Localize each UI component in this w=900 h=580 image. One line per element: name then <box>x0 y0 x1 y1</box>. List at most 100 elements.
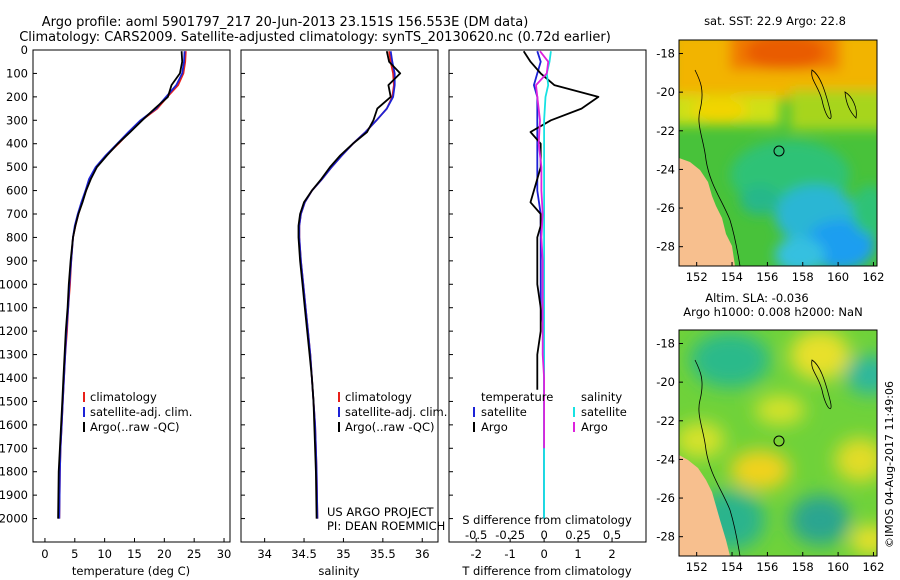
salinity-panel <box>240 49 439 543</box>
temperature-tick-label: 15 <box>127 547 142 561</box>
credit-text: ©IMOS 04-Aug-2017 11:49:06 <box>883 381 896 548</box>
pi-annotation: PI: DEAN ROEMMICH <box>327 519 445 533</box>
temperature-tick-label: 20 <box>157 547 172 561</box>
difference-tick-label: 0 <box>540 547 547 561</box>
map-ytick-label: -24 <box>656 452 675 466</box>
depth-tick-label: 1900 <box>0 488 28 502</box>
depth-tick-label: 1100 <box>0 301 28 315</box>
map-xtick-label: 152 <box>686 270 708 284</box>
depth-tick-label: 300 <box>6 113 28 127</box>
depth-tick-label: 1200 <box>0 324 28 338</box>
salinity-tick-label: 34.5 <box>291 547 317 561</box>
salinity-tick-label: 36 <box>415 547 430 561</box>
salinity-xticks: 34 34.5 35 35.5 36 <box>257 538 430 561</box>
legend-label-satellite: satellite-adj. clim. <box>345 405 447 419</box>
map-ytick-label: -26 <box>656 201 675 215</box>
sst-contour <box>694 69 741 266</box>
header-line2: Climatology: CARS2009. Satellite-adjuste… <box>19 30 611 45</box>
legend-title-temperature: temperature <box>481 390 553 404</box>
depth-tick-label: 2000 <box>0 512 28 526</box>
difference-xticks: -2 -1 0 1 2 -0.5 -0.25 0 0.25 0.5 <box>465 528 621 561</box>
sst-land <box>679 158 735 266</box>
map-xtick-label: 154 <box>721 270 743 284</box>
depth-tick-label: 0 <box>21 43 28 57</box>
map-xtick-label: 156 <box>756 270 778 284</box>
sst-reef-contour <box>811 69 832 120</box>
difference-xlabel: T difference from climatology <box>461 564 632 578</box>
map-xtick-label: 162 <box>862 270 884 284</box>
depth-tick-label: 1500 <box>0 394 28 408</box>
salinity-tick-label: 35.5 <box>370 547 396 561</box>
temperature-tick-label: 25 <box>187 547 202 561</box>
map-ytick-label: -26 <box>656 491 675 505</box>
sla-map-frame <box>678 329 878 557</box>
map-xtick-label: 154 <box>721 560 743 574</box>
map-xtick-label: 160 <box>827 560 849 574</box>
difference-tick-label: 2 <box>608 547 615 561</box>
legend-label-argo: Argo(..raw -QC) <box>90 420 180 434</box>
sla-contour <box>694 359 741 556</box>
temperature-legend: climatology satellite-adj. clim. Argo(..… <box>83 390 192 434</box>
sst-map-ticks: 152 154 156 158 160 162 -18 -20 -22 -24 -26 -28 <box>656 47 884 284</box>
depth-tick-label: 700 <box>6 207 28 221</box>
map-ytick-label: -20 <box>656 375 675 389</box>
sla-argo-marker <box>773 435 785 447</box>
map-xtick-label: 162 <box>862 560 884 574</box>
depth-tick-label: 100 <box>6 66 28 80</box>
depth-tick-label: 1800 <box>0 465 28 479</box>
difference-line-temperature-argo <box>522 50 600 390</box>
depth-axis: 0 100 200 300 400 500 600 700 800 900 1000 1100 1200… <box>0 43 453 526</box>
sla-map-title: Altim. SLA: -0.036 <box>705 291 809 305</box>
depth-tick-label: 200 <box>6 90 28 104</box>
map-ytick-label: -18 <box>656 337 675 351</box>
depth-tick-label: 400 <box>6 137 28 151</box>
depth-tick-label: 500 <box>6 160 28 174</box>
sst-map-image <box>679 40 877 266</box>
map-xtick-label: 152 <box>686 560 708 574</box>
depth-tick-label: 900 <box>6 254 28 268</box>
temperature-tick-label: 30 <box>217 547 232 561</box>
map-ytick-label: -22 <box>656 124 675 138</box>
depth-tick-label: 1400 <box>0 371 28 385</box>
sst-map-frame <box>678 39 878 267</box>
legend-label-sal-satellite: satellite <box>581 405 627 419</box>
temperature-xticks: 0 5 10 15 20 25 30 <box>41 538 231 561</box>
salinity-tick-label: 35 <box>336 547 351 561</box>
salinity-tick-label: 34 <box>257 547 272 561</box>
legend-label-temp-argo: Argo <box>481 420 508 434</box>
difference-legend-temperature: temperature satellite Argo <box>473 390 553 434</box>
map-ytick-label: -20 <box>656 85 675 99</box>
difference-legend-salinity: salinity satellite Argo <box>573 390 627 434</box>
map-xtick-label: 158 <box>792 270 814 284</box>
difference-s-tick-label: -0.25 <box>495 528 525 542</box>
sst-map-title: sat. SST: 22.9 Argo: 22.8 <box>704 14 846 28</box>
map-ytick-label: -28 <box>656 530 675 544</box>
temperature-series <box>57 51 187 519</box>
legend-label-sal-argo: Argo <box>581 420 608 434</box>
temperature-xlabel: temperature (deg C) <box>72 564 190 578</box>
difference-s-tick-label: -0.5 <box>465 528 487 542</box>
difference-s-tick-label: 0 <box>540 528 547 542</box>
legend-label-climatology: climatology <box>345 390 412 404</box>
map-xtick-label: 156 <box>756 560 778 574</box>
salinity-line-satellite-adj-clim- <box>298 51 396 519</box>
temperature-line-climatology <box>58 51 187 519</box>
header-line1: Argo profile: aoml 5901797_217 20-Jun-20… <box>42 15 529 30</box>
map-ytick-label: -24 <box>656 162 675 176</box>
difference-xlabel-top: S difference from climatology <box>462 513 632 527</box>
map-xtick-label: 160 <box>827 270 849 284</box>
temperature-line-satellite-adj-clim- <box>58 51 186 519</box>
legend-label-climatology: climatology <box>90 390 157 404</box>
sla-land <box>679 455 730 556</box>
difference-tick-label: -1 <box>504 547 515 561</box>
legend-label-satellite: satellite-adj. clim. <box>90 405 192 419</box>
legend-label-argo: Argo(..raw -QC) <box>345 420 435 434</box>
legend-label-temp-satellite: satellite <box>481 405 527 419</box>
sst-reef-contour-2 <box>844 91 857 119</box>
temperature-tick-label: 5 <box>71 547 78 561</box>
temperature-tick-label: 0 <box>41 547 48 561</box>
sla-map-subtitle: Argo h1000: 0.008 h2000: NaN <box>683 305 862 319</box>
depth-tick-label: 600 <box>6 184 28 198</box>
project-annotation: US ARGO PROJECT <box>327 505 435 519</box>
map-xtick-label: 158 <box>792 560 814 574</box>
